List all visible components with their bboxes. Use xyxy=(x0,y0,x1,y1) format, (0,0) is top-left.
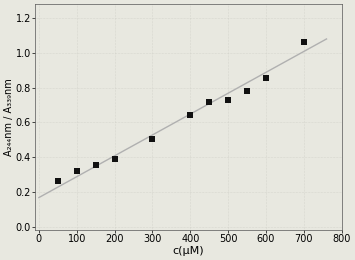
X-axis label: c(μM): c(μM) xyxy=(173,246,204,256)
Point xyxy=(187,113,193,117)
Point xyxy=(263,76,269,80)
Point xyxy=(225,98,231,102)
Point xyxy=(149,137,155,141)
Point xyxy=(112,157,118,161)
Point xyxy=(93,163,98,167)
Point xyxy=(55,179,61,183)
Point xyxy=(244,89,250,93)
Point xyxy=(74,169,80,173)
Point xyxy=(301,40,307,44)
Y-axis label: A₂₄₄nm / A₃₃₉nm: A₂₄₄nm / A₃₃₉nm xyxy=(4,78,14,156)
Point xyxy=(206,100,212,104)
